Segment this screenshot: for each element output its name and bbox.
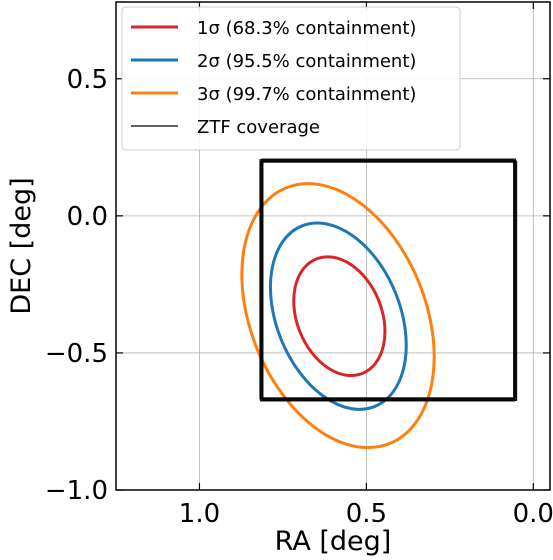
- y-tick-label: 0.0: [67, 202, 108, 232]
- plot-frame: [115, 1, 551, 491]
- legend-item: 3σ (99.7% containment): [131, 84, 416, 105]
- y-tick-label: 0.5: [67, 65, 108, 95]
- contour-1sigma: [292, 255, 387, 378]
- y-tick-label: −0.5: [45, 339, 108, 369]
- ztf-coverage-outline: [259, 158, 518, 402]
- x-tick-label: 0.0: [513, 499, 553, 529]
- y-axis-label: DEC [deg]: [6, 177, 37, 314]
- legend-label: 2σ (95.5% containment): [197, 51, 416, 72]
- legend-frame: [121, 6, 461, 151]
- contour-3sigma: [240, 182, 436, 450]
- x-tick-label: 0.5: [346, 499, 387, 529]
- contour-2sigma: [268, 221, 408, 411]
- plot-area: [240, 158, 518, 450]
- x-axis-label: RA [deg]: [275, 526, 392, 557]
- ztf-field-edge: [261, 158, 517, 399]
- legend: 1σ (68.3% containment) 2σ (95.5% containm…: [121, 6, 461, 151]
- legend-item: ZTF coverage: [131, 117, 320, 138]
- legend-item: 2σ (95.5% containment): [131, 51, 416, 72]
- series-layer: [240, 158, 518, 450]
- ticks: [116, 2, 550, 491]
- x-tick-label: 1.0: [179, 499, 220, 529]
- ztf-field-edge: [260, 161, 515, 402]
- legend-label: 1σ (68.3% containment): [197, 18, 416, 39]
- y-tick-label: −1.0: [45, 476, 108, 506]
- legend-label: 3σ (99.7% containment): [197, 84, 416, 105]
- tick-labels: 1.0 0.5 0.0 −1.0 −0.5 0.0 0.5: [45, 65, 553, 529]
- ztf-field-edge: [259, 159, 515, 399]
- legend-label: ZTF coverage: [197, 117, 320, 138]
- legend-item: 1σ (68.3% containment): [131, 18, 416, 39]
